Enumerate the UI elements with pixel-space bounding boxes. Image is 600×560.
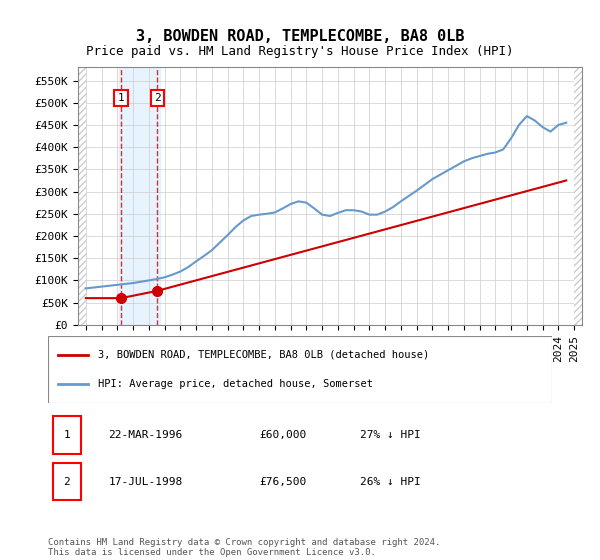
FancyBboxPatch shape xyxy=(53,416,81,454)
Text: 27% ↓ HPI: 27% ↓ HPI xyxy=(361,430,421,440)
Text: 3, BOWDEN ROAD, TEMPLECOMBE, BA8 0LB (detached house): 3, BOWDEN ROAD, TEMPLECOMBE, BA8 0LB (de… xyxy=(98,350,430,360)
Text: 2: 2 xyxy=(63,477,70,487)
Bar xyxy=(119,67,160,325)
Text: £60,000: £60,000 xyxy=(260,430,307,440)
FancyBboxPatch shape xyxy=(53,463,81,500)
Polygon shape xyxy=(78,67,86,325)
Text: Price paid vs. HM Land Registry's House Price Index (HPI): Price paid vs. HM Land Registry's House … xyxy=(86,45,514,58)
Text: 17-JUL-1998: 17-JUL-1998 xyxy=(109,477,183,487)
Text: HPI: Average price, detached house, Somerset: HPI: Average price, detached house, Some… xyxy=(98,379,373,389)
Text: 1: 1 xyxy=(118,93,124,103)
Text: Contains HM Land Registry data © Crown copyright and database right 2024.
This d: Contains HM Land Registry data © Crown c… xyxy=(48,538,440,557)
Text: 22-MAR-1996: 22-MAR-1996 xyxy=(109,430,183,440)
Polygon shape xyxy=(574,67,582,325)
Text: 3, BOWDEN ROAD, TEMPLECOMBE, BA8 0LB: 3, BOWDEN ROAD, TEMPLECOMBE, BA8 0LB xyxy=(136,29,464,44)
FancyBboxPatch shape xyxy=(48,336,552,403)
Text: 1: 1 xyxy=(63,430,70,440)
Text: £76,500: £76,500 xyxy=(260,477,307,487)
Text: 26% ↓ HPI: 26% ↓ HPI xyxy=(361,477,421,487)
Text: 2: 2 xyxy=(154,93,161,103)
